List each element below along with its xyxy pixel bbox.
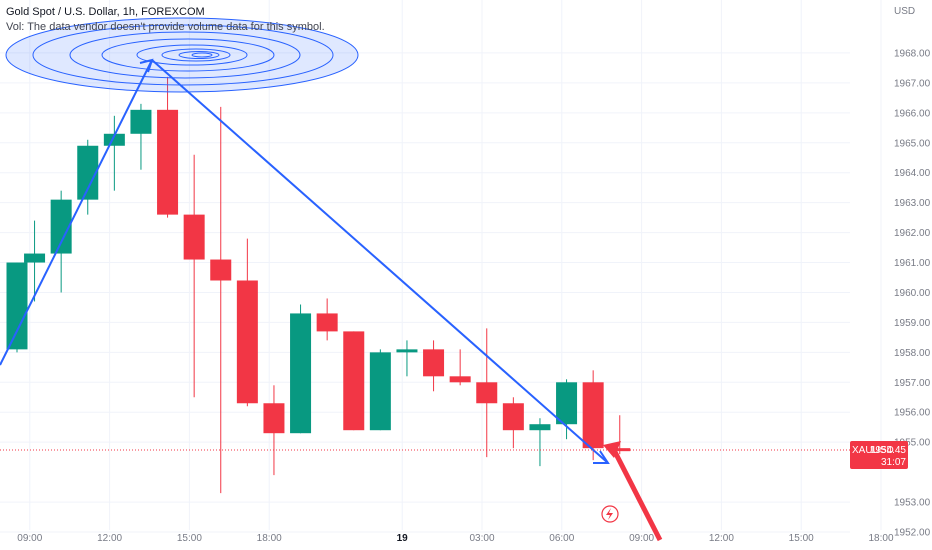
y-tick-label: 1967.00 — [894, 78, 931, 89]
candle — [157, 76, 179, 218]
x-tick-label: 18:00 — [868, 533, 893, 544]
x-tick-label: 15:00 — [789, 533, 814, 544]
candle-body — [449, 376, 471, 383]
price-tag-price: 1954.45 — [870, 445, 907, 456]
volume-note: Vol: The data vendor doesn't provide vol… — [6, 21, 325, 33]
candle-body — [236, 280, 258, 404]
candle-body — [423, 349, 445, 377]
candle-body — [210, 259, 232, 281]
price-tag-countdown: 31:07 — [881, 457, 906, 468]
candle-body — [103, 133, 125, 146]
price-unit: USD — [894, 6, 916, 17]
x-tick-label: 15:00 — [177, 533, 202, 544]
candle — [236, 238, 258, 407]
candle — [290, 304, 312, 434]
candle — [6, 262, 28, 353]
y-tick-label: 1968.00 — [894, 48, 931, 59]
candles — [6, 76, 631, 494]
x-tick-label: 18:00 — [257, 533, 282, 544]
candle — [556, 379, 578, 440]
x-tick-label: 19 — [397, 533, 409, 544]
y-tick-label: 1963.00 — [894, 198, 931, 209]
candle — [582, 370, 604, 461]
arrow-head-down — [593, 450, 610, 464]
candle — [476, 328, 498, 458]
arrow-head-up — [139, 58, 154, 73]
candle — [369, 349, 391, 431]
lightning-icon[interactable] — [601, 505, 619, 523]
y-tick-label: 1962.00 — [894, 228, 931, 239]
y-tick-label: 1959.00 — [894, 318, 931, 329]
x-tick-label: 06:00 — [549, 533, 574, 544]
candle-body — [157, 109, 179, 215]
y-tick-label: 1955.00 — [894, 438, 931, 449]
fib-circles[interactable] — [5, 17, 359, 93]
y-tick-label: 1957.00 — [894, 378, 931, 389]
candle — [24, 220, 46, 302]
candle — [77, 139, 99, 215]
candle — [529, 418, 551, 467]
candle-body — [369, 352, 391, 431]
y-tick-label: 1961.00 — [894, 258, 931, 269]
candle — [130, 103, 152, 170]
candle-body — [529, 424, 551, 431]
candle-body — [130, 109, 152, 134]
y-tick-label: 1965.00 — [894, 138, 931, 149]
candle — [609, 415, 631, 455]
x-tick-label: 09:00 — [629, 533, 654, 544]
candle-body — [609, 448, 631, 452]
candle — [449, 349, 471, 386]
candle — [502, 397, 524, 449]
candle-body — [290, 313, 312, 434]
candle — [423, 340, 445, 392]
y-tick-label: 1952.00 — [894, 528, 931, 539]
y-tick-label: 1964.00 — [894, 168, 931, 179]
x-tick-label: 12:00 — [709, 533, 734, 544]
candle-body — [77, 145, 99, 200]
candle-body — [502, 403, 524, 431]
candle — [263, 385, 285, 476]
grid — [0, 0, 882, 533]
x-tick-label: 09:00 — [17, 533, 42, 544]
drawings[interactable] — [0, 17, 663, 542]
candle-body — [343, 331, 365, 431]
candle-body — [476, 382, 498, 404]
candle-body — [50, 199, 72, 254]
candle-body — [183, 214, 205, 260]
candle-body — [556, 382, 578, 425]
candle — [396, 340, 418, 377]
x-tick-label: 12:00 — [97, 533, 122, 544]
candle-body — [6, 262, 28, 350]
candle — [103, 115, 125, 191]
candle — [210, 106, 232, 494]
candle — [343, 331, 365, 431]
y-tick-label: 1953.00 — [894, 498, 931, 509]
price-tag: XAUUSD 1954.45 31:07 — [850, 441, 908, 469]
candle-body — [24, 253, 46, 263]
price-tag-symbol: XAUUSD — [852, 445, 894, 456]
candle-body — [582, 382, 604, 449]
y-tick-label: 1958.00 — [894, 348, 931, 359]
x-tick-label: 03:00 — [469, 533, 494, 544]
y-tick-label: 1956.00 — [894, 408, 931, 419]
y-tick-label: 1966.00 — [894, 108, 931, 119]
chart-title: Gold Spot / U.S. Dollar, 1h, FOREXCOM — [6, 6, 205, 18]
y-tick-label: 1960.00 — [894, 288, 931, 299]
red-arrow[interactable] — [611, 448, 663, 542]
candle-body — [316, 313, 338, 332]
candle-body — [396, 349, 418, 353]
trend-line-down[interactable] — [151, 59, 609, 464]
price-axis[interactable]: 1968.00 1967.00 1966.00 1965.00 1964.00 1963.… — [894, 48, 931, 538]
candle-body — [263, 403, 285, 434]
candle — [316, 298, 338, 341]
candle — [183, 154, 205, 398]
time-axis[interactable]: 09:00 12:00 15:00 18:00 19 03:00 06:00 09:00 12:… — [17, 533, 894, 544]
trend-line-up[interactable] — [0, 59, 153, 366]
chart-header: Gold Spot / U.S. Dollar, 1h, FOREXCOM Vo… — [6, 6, 325, 33]
